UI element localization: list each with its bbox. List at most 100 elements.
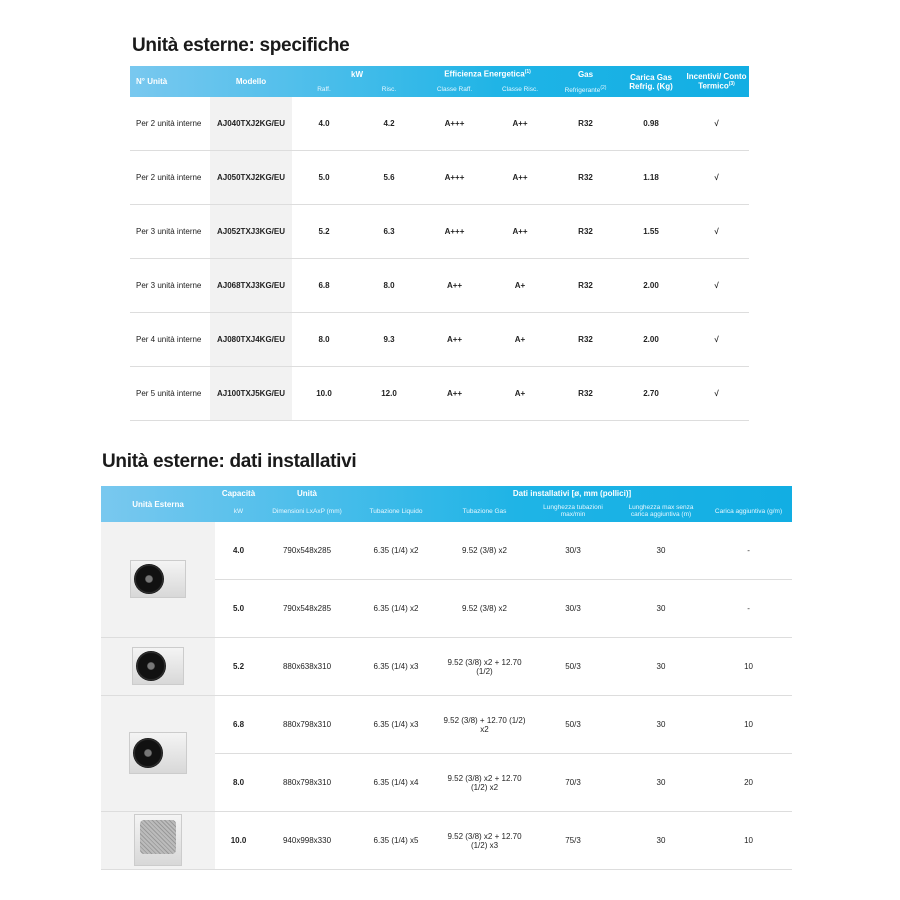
table-row: 10.0 940x998x330 6.35 (1/4) x5 9.52 (3/8) x…	[101, 811, 793, 870]
gas-cell: 9.52 (3/8) + 12.70 (1/2) x2	[440, 695, 529, 754]
model-cell: AJ050TXJ2KG/EU	[210, 150, 292, 205]
n-unita-cell: Per 3 unità interne	[130, 204, 210, 259]
table-row: 4.0 790x548x285 6.35 (1/4) x2 9.52 (3/8) x2…	[101, 522, 793, 638]
capacita-cell: 6.8	[215, 695, 262, 754]
capacita-cell: 4.0	[215, 522, 262, 580]
carica-cell: 10	[705, 811, 793, 870]
dimensioni-cell: 790x548x285	[262, 579, 352, 638]
header-gas: Gas	[577, 69, 594, 79]
gas-cell: 9.52 (3/8) x2 + 12.70 (1/2)	[440, 637, 529, 696]
classe-risc-cell: A+	[487, 366, 554, 421]
raff-cell: 5.0	[292, 150, 356, 205]
gas-cell: R32	[553, 97, 619, 151]
header-classe-raff: Classe Raff.	[436, 86, 473, 93]
classe-risc-cell: A++	[487, 150, 554, 205]
raff-cell: 10.0	[292, 366, 356, 421]
dimensioni-cell: 880x798x310	[262, 753, 352, 812]
carica-cell: -	[705, 579, 793, 638]
incentivi-cell: √	[684, 312, 750, 367]
carica-cell: 2.70	[618, 366, 685, 421]
table-row: 5.0 790x548x285 6.35 (1/4) x2 9.52 (3/8) x2…	[101, 579, 793, 638]
risc-cell: 8.0	[356, 258, 422, 313]
incentivi-cell: √	[684, 204, 750, 259]
risc-cell: 5.6	[356, 150, 422, 205]
header-classe-risc: Classe Risc.	[501, 86, 539, 93]
header-raff: Raff.	[317, 86, 331, 93]
lunghezza-cell: 50/3	[529, 637, 617, 696]
model-cell: AJ080TXJ4KG/EU	[210, 312, 292, 367]
header-lunghezza-max: Lunghezza max senza carica aggiuntiva (m…	[628, 504, 694, 518]
capacita-cell: 5.2	[215, 637, 262, 696]
carica-cell: 1.18	[618, 150, 685, 205]
header-lunghezza: Lunghezza tubazioni max/min	[543, 504, 603, 518]
model-cell: AJ052TXJ3KG/EU	[210, 204, 292, 259]
carica-cell: -	[705, 522, 793, 580]
carica-cell: 1.55	[618, 204, 685, 259]
classe-risc-cell: A+	[487, 312, 554, 367]
gas-cell: R32	[553, 204, 619, 259]
outdoor-unit-image	[101, 695, 215, 812]
header-dati: Dati installativi [ø, mm (pollici)]	[512, 488, 632, 498]
model-cell: AJ100TXJ5KG/EU	[210, 366, 292, 421]
carica-cell: 0.98	[618, 97, 685, 151]
header-carica: Carica aggiuntiva (g/m)	[714, 507, 783, 515]
classe-raff-cell: A++	[422, 258, 487, 313]
carica-cell: 20	[705, 753, 793, 812]
risc-cell: 6.3	[356, 204, 422, 259]
liquido-cell: 6.35 (1/4) x5	[352, 811, 440, 870]
n-unita-cell: Per 4 unità interne	[130, 312, 210, 367]
raff-cell: 6.8	[292, 258, 356, 313]
classe-raff-cell: A+++	[422, 97, 487, 151]
header-n-unita: N° Unità	[136, 77, 168, 86]
header-unita: Unità	[297, 488, 317, 498]
liquido-cell: 6.35 (1/4) x4	[352, 753, 440, 812]
header-refrigerante: Refrigerante(2)	[564, 84, 607, 95]
table-row: 8.0 880x798x310 6.35 (1/4) x4 9.52 (3/8) x2…	[101, 753, 793, 812]
table-row: 5.2 880x638x310 6.35 (1/4) x3 9.52 (3/8) x2…	[101, 637, 793, 696]
incentivi-cell: √	[684, 150, 750, 205]
carica-cell: 2.00	[618, 312, 685, 367]
classe-raff-cell: A++	[422, 312, 487, 367]
carica-cell: 10	[705, 637, 793, 696]
n-unita-cell: Per 5 unità interne	[130, 366, 210, 421]
classe-risc-cell: A++	[487, 204, 554, 259]
header-kw: kW	[351, 69, 363, 79]
lunghezza-max-cell: 30	[617, 695, 705, 754]
table-row: 6.8 880x798x310 6.35 (1/4) x3 9.52 (3/8) + …	[101, 695, 793, 812]
lunghezza-cell: 70/3	[529, 753, 617, 812]
classe-risc-cell: A+	[487, 258, 554, 313]
n-unita-cell: Per 2 unità interne	[130, 97, 210, 151]
install-title: Unità esterne: dati installativi	[102, 451, 357, 472]
carica-cell: 2.00	[618, 258, 685, 313]
header-efficienza: Efficienza Energetica(1)	[444, 69, 531, 79]
gas-cell: 9.52 (3/8) x2	[440, 522, 529, 580]
table-row: Per 2 unità interne AJ050TXJ2KG/EU 5.0 5.6 A…	[130, 150, 750, 205]
outdoor-unit-image	[101, 637, 215, 696]
lunghezza-max-cell: 30	[617, 811, 705, 870]
incentivi-cell: √	[684, 366, 750, 421]
liquido-cell: 6.35 (1/4) x3	[352, 695, 440, 754]
n-unita-cell: Per 2 unità interne	[130, 150, 210, 205]
model-cell: AJ040TXJ2KG/EU	[210, 97, 292, 151]
header-risc: Risc.	[381, 86, 397, 93]
liquido-cell: 6.35 (1/4) x2	[352, 579, 440, 638]
incentivi-cell: √	[684, 97, 750, 151]
spec-table: N° Unità Modello kW Efficienza Energetic…	[130, 66, 750, 421]
classe-risc-cell: A++	[487, 97, 554, 151]
outdoor-unit-image	[101, 811, 215, 870]
capacita-cell: 5.0	[215, 579, 262, 638]
install-table: Unità Esterna Capacità Unità Dati instal…	[101, 486, 793, 870]
liquido-cell: 6.35 (1/4) x2	[352, 522, 440, 580]
lunghezza-max-cell: 30	[617, 637, 705, 696]
header-gas: Tubazione Gas	[462, 507, 507, 515]
gas-cell: R32	[553, 366, 619, 421]
gas-cell: 9.52 (3/8) x2 + 12.70 (1/2) x3	[440, 811, 529, 870]
risc-cell: 9.3	[356, 312, 422, 367]
raff-cell: 5.2	[292, 204, 356, 259]
dimensioni-cell: 940x998x330	[262, 811, 352, 870]
raff-cell: 8.0	[292, 312, 356, 367]
header-dimensioni: Dimensioni LxAxP (mm)	[272, 507, 342, 515]
liquido-cell: 6.35 (1/4) x3	[352, 637, 440, 696]
lunghezza-cell: 50/3	[529, 695, 617, 754]
header-incentivi: Incentivi/ Conto Termico(3)	[686, 72, 747, 91]
